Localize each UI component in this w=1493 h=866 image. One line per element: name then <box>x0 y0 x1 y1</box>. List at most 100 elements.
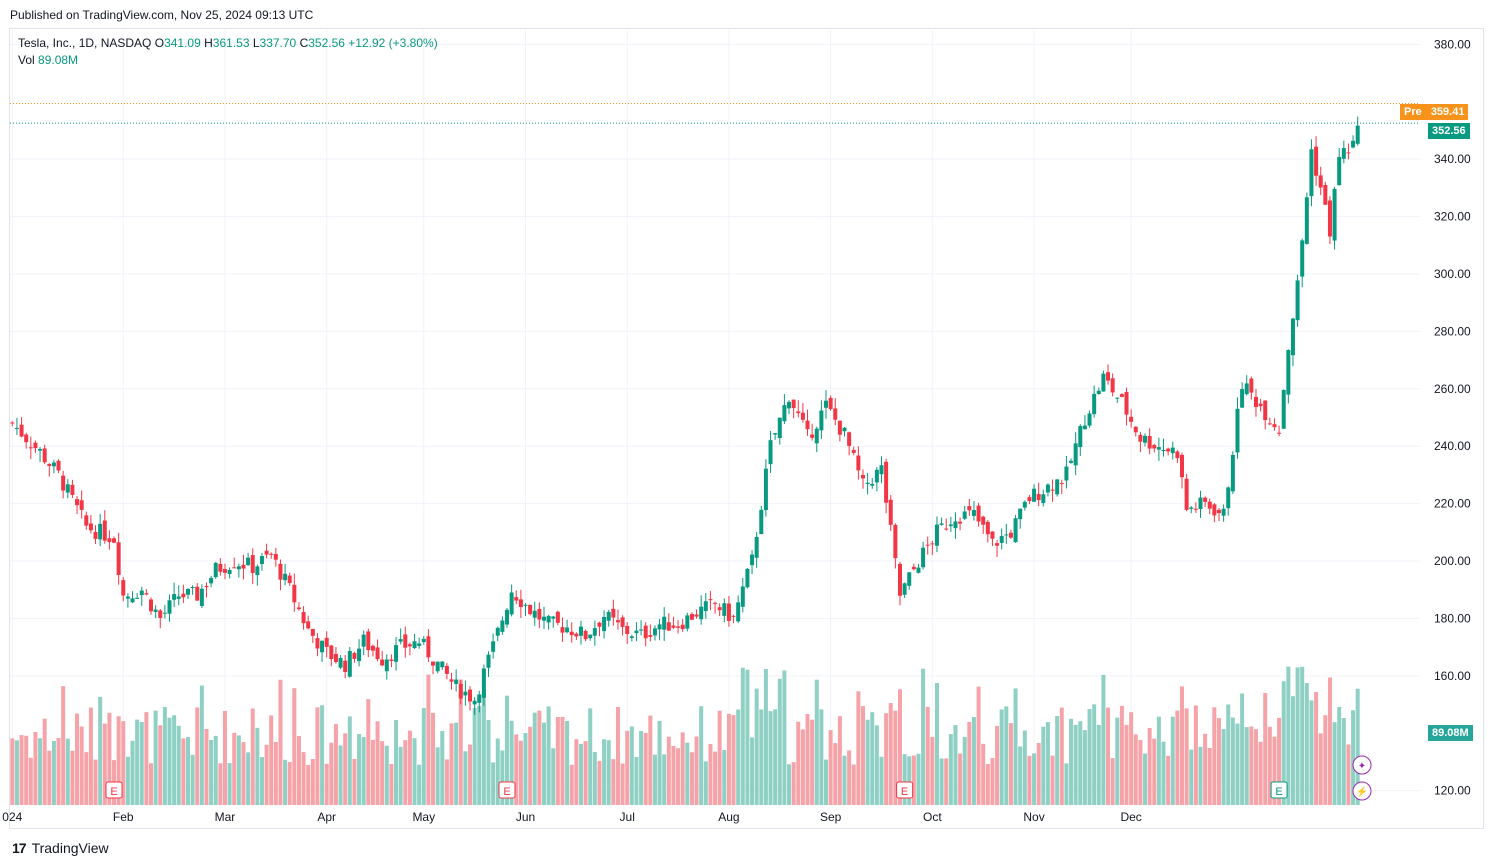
candle-body <box>1346 152 1351 154</box>
candle-body <box>634 630 639 634</box>
volume-bar <box>84 752 89 805</box>
candle-body <box>560 627 565 633</box>
candle-body <box>380 659 385 666</box>
volume-bar <box>107 712 112 805</box>
volume-bar <box>135 719 140 805</box>
volume-bar <box>259 757 264 805</box>
candle-body <box>884 461 889 503</box>
last-price-tag: 352.56 <box>1428 123 1470 139</box>
candle-body <box>1226 487 1231 509</box>
volume-bar <box>149 763 154 805</box>
volume-bar <box>1189 749 1194 805</box>
volume-bar <box>629 726 634 805</box>
candle-body <box>694 614 699 617</box>
volume-bar <box>481 691 486 805</box>
volume-bar <box>578 743 583 805</box>
candle-body <box>1180 454 1185 478</box>
candle-body <box>1059 483 1064 485</box>
volume-bar <box>865 719 870 805</box>
candle-body <box>1096 390 1101 394</box>
candle-body <box>370 645 375 651</box>
candle-body <box>232 567 237 569</box>
volume-bar <box>639 731 644 805</box>
candle-body <box>259 556 264 565</box>
candle-body <box>782 405 787 422</box>
volume-bar <box>1050 755 1055 805</box>
pre-value: 359.41 <box>1430 106 1465 118</box>
candle-body <box>495 627 500 636</box>
volume-bar <box>209 739 214 805</box>
volume-bar <box>907 756 912 805</box>
volume-bar <box>532 712 537 805</box>
candle-body <box>394 645 399 662</box>
volume-bar <box>116 716 121 805</box>
candle-body <box>643 625 648 639</box>
candle-body <box>343 660 348 672</box>
candle-body <box>158 610 163 618</box>
time-tick-label: May <box>412 810 435 824</box>
candle-body <box>255 566 260 576</box>
candle-body <box>458 683 463 699</box>
volume-bar <box>518 740 523 805</box>
volume-bar <box>999 709 1004 805</box>
candle-body <box>648 635 653 637</box>
earnings-marker-icon[interactable]: E <box>1270 781 1288 799</box>
candle-body <box>79 500 84 510</box>
volume-bar <box>236 735 241 805</box>
volume-bar <box>916 753 921 805</box>
candle-body <box>602 616 607 632</box>
volume-bar <box>310 759 315 805</box>
volume-bar <box>232 732 237 805</box>
candle-body <box>995 543 1000 546</box>
volume-bar <box>763 668 768 805</box>
earnings-marker-icon[interactable]: E <box>105 781 123 799</box>
volume-bar <box>1300 666 1305 805</box>
candle-body <box>181 593 186 598</box>
volume-bar <box>384 745 389 805</box>
volume-bar <box>777 678 782 805</box>
candle-body <box>939 523 944 525</box>
volume-bar <box>514 734 519 805</box>
volume-bar <box>736 709 741 805</box>
volume-bar <box>1069 718 1074 805</box>
volume-bar <box>435 747 440 805</box>
volume-bar <box>847 750 852 805</box>
candle-body <box>361 634 366 647</box>
earnings-marker-icon[interactable]: E <box>498 781 516 799</box>
volume-bar <box>158 725 163 805</box>
candle-body <box>523 604 528 606</box>
volume-bar <box>421 708 426 805</box>
volume-bar <box>1295 667 1300 805</box>
candle-body <box>990 531 995 539</box>
candle-body <box>398 639 403 642</box>
candle-body <box>1166 448 1171 452</box>
volume-bar <box>860 706 865 805</box>
volume-bar <box>995 725 1000 805</box>
volume-bar <box>1253 729 1258 805</box>
candle-body <box>745 568 750 588</box>
footer-brand[interactable]: 17 TradingView <box>12 840 109 856</box>
volume-value: 89.08M <box>38 53 79 67</box>
volume-bar <box>1133 734 1138 805</box>
volume-bar <box>1041 726 1046 805</box>
candle-body <box>310 628 315 636</box>
volume-bar <box>551 748 556 805</box>
svg-text:E: E <box>110 786 117 798</box>
volume-bar <box>976 686 981 805</box>
earnings-marker-icon[interactable]: E <box>896 781 914 799</box>
candle-body <box>1337 156 1342 186</box>
candle-body <box>468 689 473 702</box>
lightning-event-icon[interactable]: ⚡ <box>1352 781 1372 801</box>
candle-body <box>1018 508 1023 520</box>
volume-bar <box>343 733 348 805</box>
volume-bar <box>717 710 722 805</box>
candle-body <box>1286 349 1291 395</box>
sparkle-event-icon[interactable]: ✦ <box>1352 755 1372 775</box>
chart-legend: Tesla, Inc., 1D, NASDAQ O341.09 H361.53 … <box>18 35 438 69</box>
candle-body <box>1304 197 1309 244</box>
volume-bar <box>56 737 61 805</box>
candle-body <box>1258 403 1263 407</box>
svg-text:⚡: ⚡ <box>1356 785 1368 798</box>
candle-body <box>213 562 218 578</box>
